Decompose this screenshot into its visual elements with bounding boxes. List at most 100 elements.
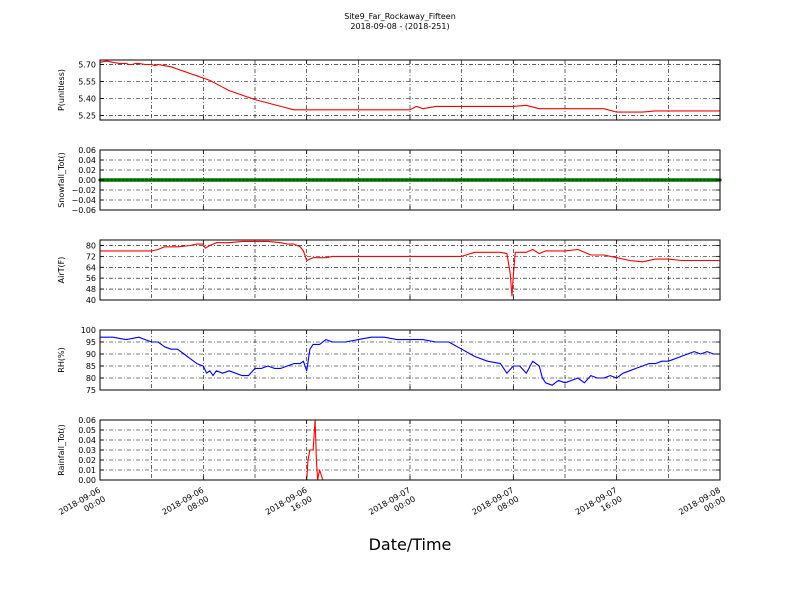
series-marker [195, 178, 199, 182]
series-marker [625, 178, 629, 182]
series-marker [152, 178, 156, 182]
y-tick-label: 95 [86, 338, 96, 347]
series-marker [133, 178, 137, 182]
series-marker [160, 178, 164, 182]
series-marker [416, 178, 420, 182]
series-marker [354, 178, 358, 182]
series-marker [319, 178, 323, 182]
series-marker [675, 178, 679, 182]
series-marker [226, 178, 230, 182]
y-tick-label: 72 [86, 252, 96, 261]
series-marker [679, 178, 683, 182]
y-axis-label: Rainfall_Tot() [57, 424, 66, 476]
y-tick-label: 0.03 [78, 446, 96, 455]
series-marker [544, 178, 548, 182]
series-marker [575, 178, 579, 182]
series-marker [210, 178, 214, 182]
series-line-3 [100, 240, 720, 297]
series-marker [129, 178, 133, 182]
series-marker [342, 178, 346, 182]
series-marker [559, 178, 563, 182]
series-marker [241, 178, 245, 182]
series-marker [664, 178, 668, 182]
x-tick-label: 2018-09-0700:00 [367, 486, 417, 526]
series-marker [315, 178, 319, 182]
series-marker [567, 178, 571, 182]
series-marker [404, 178, 408, 182]
y-tick-label: 0.02 [78, 456, 96, 465]
series-marker [272, 178, 276, 182]
y-tick-label: −0.02 [71, 186, 96, 195]
series-marker [447, 178, 451, 182]
series-marker [439, 178, 443, 182]
series-marker [400, 178, 404, 182]
series-marker [656, 178, 660, 182]
y-tick-label: 5.25 [78, 111, 96, 120]
series-marker [547, 178, 552, 182]
series-marker [637, 178, 641, 182]
series-marker [222, 178, 226, 182]
series-marker [586, 178, 590, 182]
series-marker [540, 178, 544, 182]
y-tick-label: 0.01 [78, 466, 96, 475]
panel-5: 0.000.010.020.030.040.050.06 Rainfall_Tot… [57, 416, 721, 485]
series-marker [520, 178, 524, 182]
y-tick-label: 75 [86, 386, 96, 395]
series-marker [644, 178, 648, 182]
series-marker [458, 178, 462, 182]
series-marker [551, 178, 555, 182]
series-marker [617, 178, 621, 182]
series-marker [594, 178, 598, 182]
series-marker [168, 178, 172, 182]
series-marker [327, 178, 331, 182]
y-tick-label: 80 [86, 374, 96, 383]
series-marker [489, 178, 493, 182]
series-marker [602, 178, 606, 182]
series-marker [462, 178, 466, 182]
series-marker [206, 178, 211, 182]
y-axis-label: Snowfall_Tot() [57, 152, 66, 208]
series-marker [175, 178, 180, 182]
x-tick-labels: 2018-09-0600:00 2018-09-0608:00 2018-09-06… [57, 486, 727, 526]
series-marker [113, 178, 118, 182]
panel-1: 5.25 5.40 5.55 5.70 P(unitless) [57, 59, 721, 121]
x-tick-label: 2018-09-0716:00 [574, 486, 624, 526]
series-marker [323, 178, 327, 182]
series-marker [381, 178, 385, 182]
series-marker [385, 178, 389, 182]
y-tick-label: 0.05 [78, 426, 96, 435]
series-marker [412, 178, 416, 182]
series-marker [695, 178, 699, 182]
y-tick-label: 40 [86, 296, 96, 305]
series-marker [443, 178, 447, 182]
series-marker [307, 178, 311, 182]
y-tick-label: 0.00 [78, 476, 96, 485]
series-marker [451, 178, 455, 182]
panels: 5.25 5.40 5.55 5.70 P(unitless) −0.06−0.04−0.… [57, 59, 722, 485]
series-marker [249, 178, 253, 182]
series-line-1 [99, 60, 720, 113]
series-marker [509, 178, 513, 182]
series-marker [230, 178, 234, 182]
y-tick-label: 0.04 [78, 436, 96, 445]
y-tick-label: 48 [86, 285, 96, 294]
series-marker [261, 178, 265, 182]
series-marker [687, 178, 691, 182]
series-marker [214, 178, 218, 182]
series-marker [691, 178, 695, 182]
series-marker [470, 178, 474, 182]
series-marker [369, 178, 373, 182]
series-marker [493, 178, 497, 182]
series-marker [284, 178, 288, 182]
series-marker [431, 178, 435, 182]
series-marker [478, 178, 482, 182]
series-marker [346, 178, 350, 182]
y-tick-label: 64 [86, 263, 96, 272]
series-marker [144, 178, 149, 182]
series-marker [361, 178, 366, 182]
series-marker [485, 178, 490, 182]
series-marker [303, 178, 307, 182]
series-marker [358, 178, 362, 182]
series-marker [598, 178, 602, 182]
x-tick-label: 2018-09-0616:00 [264, 486, 314, 526]
